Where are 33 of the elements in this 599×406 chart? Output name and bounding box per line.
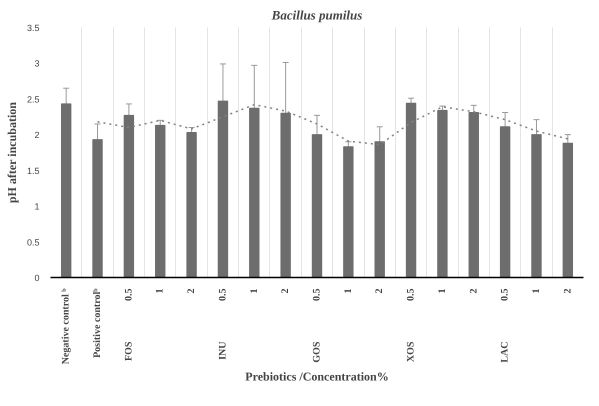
text: GOS xyxy=(312,341,322,363)
y-tick-label: 2 xyxy=(34,130,40,140)
x-tick-label: 1 xyxy=(436,288,448,294)
y-axis-title: pH after incubation xyxy=(4,102,19,204)
x-tick-label: 0.5 xyxy=(312,288,322,301)
x-tick-label: 1 xyxy=(530,288,542,294)
text: INU xyxy=(217,341,228,360)
x-tick-label: 2 xyxy=(468,288,480,294)
x-tick-label: Positive controlᵇ xyxy=(92,288,104,358)
x-tick-label: 2 xyxy=(374,288,386,294)
y-tick-label: 0 xyxy=(34,273,40,283)
y-tick-label: 0.5 xyxy=(26,237,40,248)
x-tick-label: 0.5 xyxy=(406,288,417,301)
text: LAC xyxy=(500,341,511,363)
x-tick-label: Negative control ᵇ xyxy=(60,288,72,364)
chart-title: Bacillus pumilus xyxy=(270,8,362,22)
text: FOS xyxy=(123,341,134,361)
x-tick-label: 2 xyxy=(280,288,292,294)
y-tick-label: 3 xyxy=(34,58,40,69)
x-tick-label: 2 xyxy=(186,288,198,294)
x-tick-label: 0.5 xyxy=(217,288,228,301)
text: XOS xyxy=(406,341,417,362)
y-tick-label: 1 xyxy=(34,202,40,212)
y-tick-label: 1.5 xyxy=(26,166,40,176)
x-tick-label: 1 xyxy=(342,288,354,294)
x-tick-label: 0.5 xyxy=(500,288,511,301)
x-tick-label: 1 xyxy=(248,288,260,294)
y-tick-label: 2.5 xyxy=(26,94,40,104)
x-tick-label: 1 xyxy=(154,288,166,294)
x-tick-label: 0.5 xyxy=(123,288,134,301)
x-axis-title: Prebiotics /Concentration% xyxy=(245,370,389,384)
y-tick-label: 3.5 xyxy=(26,23,40,33)
x-tick-label: 2 xyxy=(562,288,574,294)
